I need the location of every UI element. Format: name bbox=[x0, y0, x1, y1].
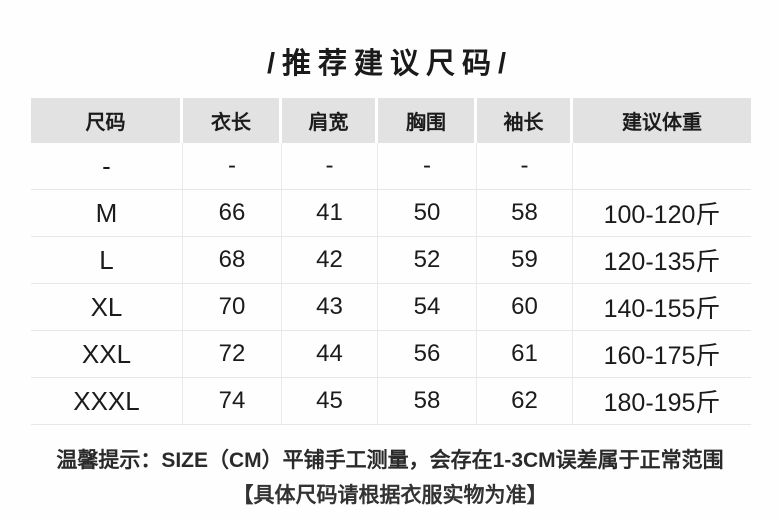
disclaimer-note: 【具体尺码请根据衣服实物为准】 bbox=[232, 484, 548, 507]
garment-length-cell: 74 bbox=[183, 378, 282, 424]
column-header-shoulder-width: 肩宽 bbox=[282, 98, 378, 143]
garment-length-cell: 70 bbox=[183, 284, 282, 330]
shoulder-width-cell: 42 bbox=[282, 237, 378, 283]
suggested-weight-cell bbox=[573, 143, 751, 189]
shoulder-width-cell: 43 bbox=[282, 284, 378, 330]
sleeve-length-cell: 62 bbox=[477, 378, 573, 424]
chest-cell: 52 bbox=[378, 237, 477, 283]
size-cell: XXXL bbox=[31, 378, 183, 424]
table-row: XXL 72 44 56 61 160-175斤 bbox=[31, 331, 751, 378]
shoulder-width-cell: 45 bbox=[282, 378, 378, 424]
garment-length-cell: 72 bbox=[183, 331, 282, 377]
size-cell: XL bbox=[31, 284, 183, 330]
suggested-weight-cell: 100-120斤 bbox=[603, 201, 721, 229]
chest-cell: 50 bbox=[378, 190, 477, 236]
table-row: M 66 41 50 58 100-120斤 bbox=[31, 190, 751, 237]
garment-length-cell: 68 bbox=[183, 237, 282, 283]
size-cell: XXL bbox=[31, 331, 183, 377]
suggested-weight-cell: 180-195斤 bbox=[603, 389, 721, 417]
table-row: XXXL 74 45 58 62 180-195斤 bbox=[31, 378, 751, 425]
column-header-chest: 胸围 bbox=[378, 98, 477, 143]
garment-length-cell: - bbox=[183, 143, 282, 189]
shoulder-width-cell: 41 bbox=[282, 190, 378, 236]
size-cell: L bbox=[31, 237, 183, 283]
suggested-weight-cell: 140-155斤 bbox=[603, 295, 721, 323]
chest-cell: 56 bbox=[378, 331, 477, 377]
shoulder-width-cell: 44 bbox=[282, 331, 378, 377]
column-header-sleeve-length: 袖长 bbox=[477, 98, 573, 143]
table-row: XL 70 43 54 60 140-155斤 bbox=[31, 284, 751, 331]
sleeve-length-cell: 60 bbox=[477, 284, 573, 330]
suggested-weight-cell: 120-135斤 bbox=[603, 248, 721, 276]
size-cell: - bbox=[31, 143, 183, 189]
sleeve-length-cell: 58 bbox=[477, 190, 573, 236]
garment-length-cell: 66 bbox=[183, 190, 282, 236]
table-row: - - - - - bbox=[31, 143, 751, 190]
column-header-suggested-weight: 建议体重 bbox=[573, 98, 751, 143]
column-header-size: 尺码 bbox=[31, 98, 183, 143]
size-chart-table: 尺码 衣长 肩宽 胸围 袖长 建议体重 - - - - - M 66 41 50… bbox=[31, 98, 751, 425]
table-row: L 68 42 52 59 120-135斤 bbox=[31, 237, 751, 284]
suggested-weight-cell: 160-175斤 bbox=[603, 342, 721, 370]
table-header-row: 尺码 衣长 肩宽 胸围 袖长 建议体重 bbox=[31, 98, 751, 143]
size-cell: M bbox=[31, 190, 183, 236]
page-title: /推荐建议尺码/ bbox=[266, 48, 514, 80]
chest-cell: 58 bbox=[378, 378, 477, 424]
sleeve-length-cell: 59 bbox=[477, 237, 573, 283]
chest-cell: 54 bbox=[378, 284, 477, 330]
shoulder-width-cell: - bbox=[282, 143, 378, 189]
column-header-garment-length: 衣长 bbox=[183, 98, 282, 143]
measurement-note: 温馨提示：SIZE（CM）平铺手工测量，会存在1-3CM误差属于正常范围 bbox=[56, 449, 724, 472]
chest-cell: - bbox=[378, 143, 477, 189]
sleeve-length-cell: 61 bbox=[477, 331, 573, 377]
sleeve-length-cell: - bbox=[477, 143, 573, 189]
